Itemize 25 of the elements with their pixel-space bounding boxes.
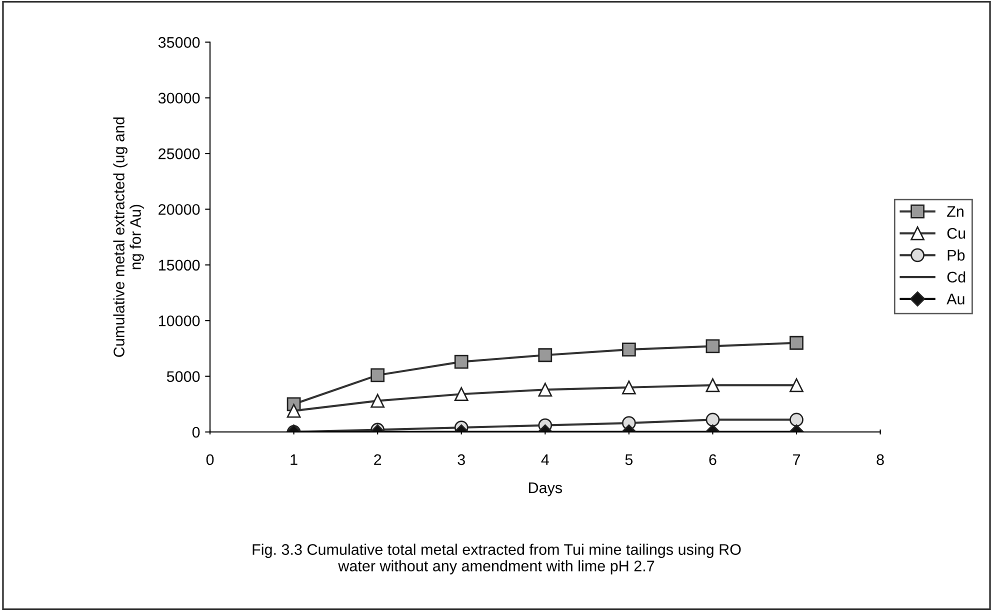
x-tick-label: 5 [625,454,633,466]
y-tick-label: 25000 [158,148,200,160]
x-tick-label: 3 [458,454,465,466]
x-tick-label: 6 [709,454,716,466]
y-tick-label: 10000 [158,315,200,326]
legend-label: Cu [947,228,966,239]
y-axis-title: Cumulative metal extracted (ug and ng for Au) [113,117,144,357]
x-tick-label: 1 [290,454,298,465]
x-tick-label: 4 [541,454,549,465]
x-tick-label: 2 [374,454,382,465]
legend-label: Cd [947,271,966,283]
y-tick-label: 0 [192,426,200,438]
x-tick-label: 8 [876,454,884,466]
legend-label: Au [946,294,964,304]
x-tick-label: 0 [206,454,214,466]
x-tick-label: 7 [793,454,800,465]
legend-label: Zn [947,206,964,217]
y-tick-label: 35000 [158,37,200,48]
y-tick-label: 20000 [158,204,200,215]
x-axis-title: Days [529,482,562,496]
y-tick-label: 30000 [158,92,200,104]
caption: Fig. 3.3 Cumulative total metal extracted from Tui mine tailings using RO water without any amendment with lime pH 2.7 [252,544,741,574]
y-tick-label: 5000 [166,371,200,382]
y-tick-label: 15000 [158,260,200,271]
legend-label: Pb [948,249,965,261]
